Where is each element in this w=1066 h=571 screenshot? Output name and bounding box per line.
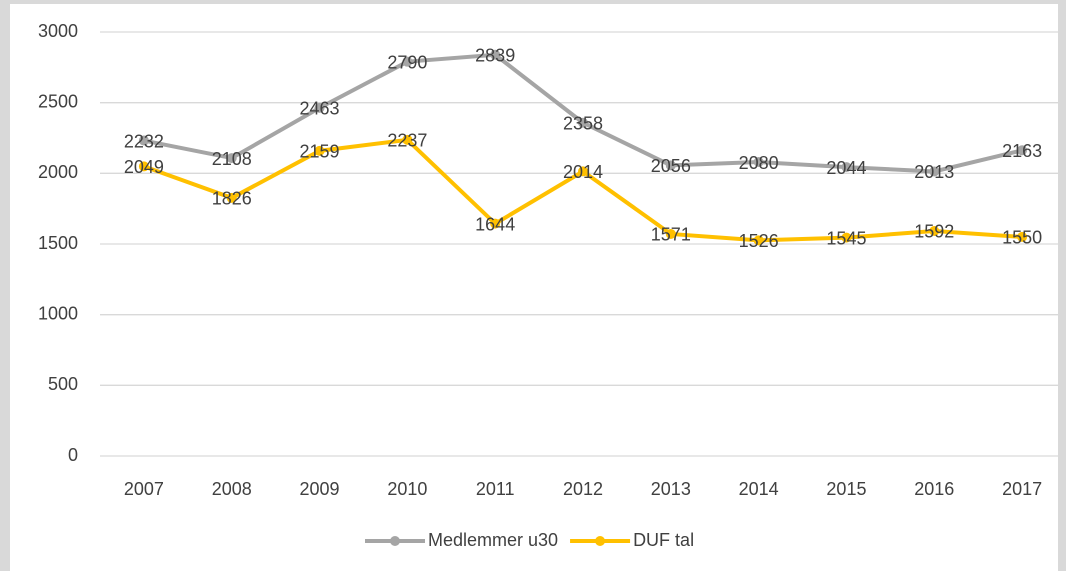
data-point: [314, 145, 325, 156]
data-point: [929, 166, 940, 177]
x-tick-label: 2017: [1002, 479, 1042, 499]
data-point: [929, 225, 940, 236]
data-label: 2049: [124, 157, 164, 177]
data-label: 2163: [1002, 141, 1042, 161]
data-label: 1592: [914, 222, 954, 242]
data-point: [578, 166, 588, 177]
data-point: [490, 49, 501, 60]
data-label: 2358: [563, 113, 603, 133]
x-tick-label: 2012: [563, 479, 603, 499]
data-label: 2159: [300, 142, 340, 162]
data-point: [665, 160, 676, 171]
y-tick-label: 1500: [38, 233, 78, 253]
data-label: 1550: [1002, 228, 1042, 248]
x-tick-label: 2016: [914, 479, 954, 499]
x-tick-label: 2010: [387, 479, 427, 499]
y-tick-label: 2000: [38, 162, 78, 182]
data-point: [665, 228, 676, 239]
data-label: 2080: [739, 153, 779, 173]
data-label: 2237: [387, 131, 427, 151]
data-point: [138, 135, 149, 146]
x-tick-label: 2011: [476, 479, 515, 499]
data-point: [753, 157, 764, 168]
data-point: [402, 134, 413, 145]
x-tick-label: 2007: [124, 479, 164, 499]
data-label: 1644: [475, 214, 515, 234]
data-label: 2013: [914, 162, 954, 182]
data-point: [841, 162, 852, 173]
data-point: [578, 117, 588, 128]
data-point: [753, 235, 764, 246]
data-point: [314, 102, 325, 113]
data-point: [841, 232, 852, 243]
data-label: 1571: [651, 225, 691, 245]
data-point: [1017, 231, 1028, 242]
y-tick-label: 500: [48, 374, 78, 394]
data-label: 1826: [212, 189, 252, 209]
data-label: 2790: [387, 52, 427, 72]
data-point: [226, 192, 237, 203]
legend-marker: [390, 536, 400, 546]
legend-label: Medlemmer u30: [428, 530, 558, 550]
data-point: [402, 56, 413, 67]
data-point: [490, 218, 501, 229]
legend-marker: [595, 536, 606, 546]
data-label: 2108: [212, 149, 252, 169]
data-point: [138, 161, 149, 172]
data-label: 2056: [651, 156, 691, 176]
y-tick-label: 1000: [38, 303, 78, 323]
x-tick-label: 2009: [300, 479, 340, 499]
y-tick-label: 3000: [38, 21, 78, 41]
y-tick-label: 0: [68, 445, 78, 465]
data-label: 2014: [563, 162, 603, 182]
data-point: [1017, 145, 1028, 156]
y-tick-label: 2500: [38, 91, 78, 111]
x-tick-label: 2013: [651, 479, 691, 499]
x-tick-label: 2008: [212, 479, 252, 499]
data-label: 2839: [475, 46, 515, 66]
data-label: 1545: [826, 228, 866, 248]
data-point: [226, 153, 237, 164]
data-label: 2463: [300, 99, 340, 119]
data-label: 2232: [124, 131, 164, 151]
data-label: 2044: [826, 158, 866, 178]
x-tick-label: 2014: [739, 479, 779, 499]
chart-area: [10, 4, 1058, 571]
data-label: 1526: [739, 231, 779, 251]
legend-label: DUF tal: [633, 530, 694, 550]
x-tick-label: 2015: [826, 479, 866, 499]
